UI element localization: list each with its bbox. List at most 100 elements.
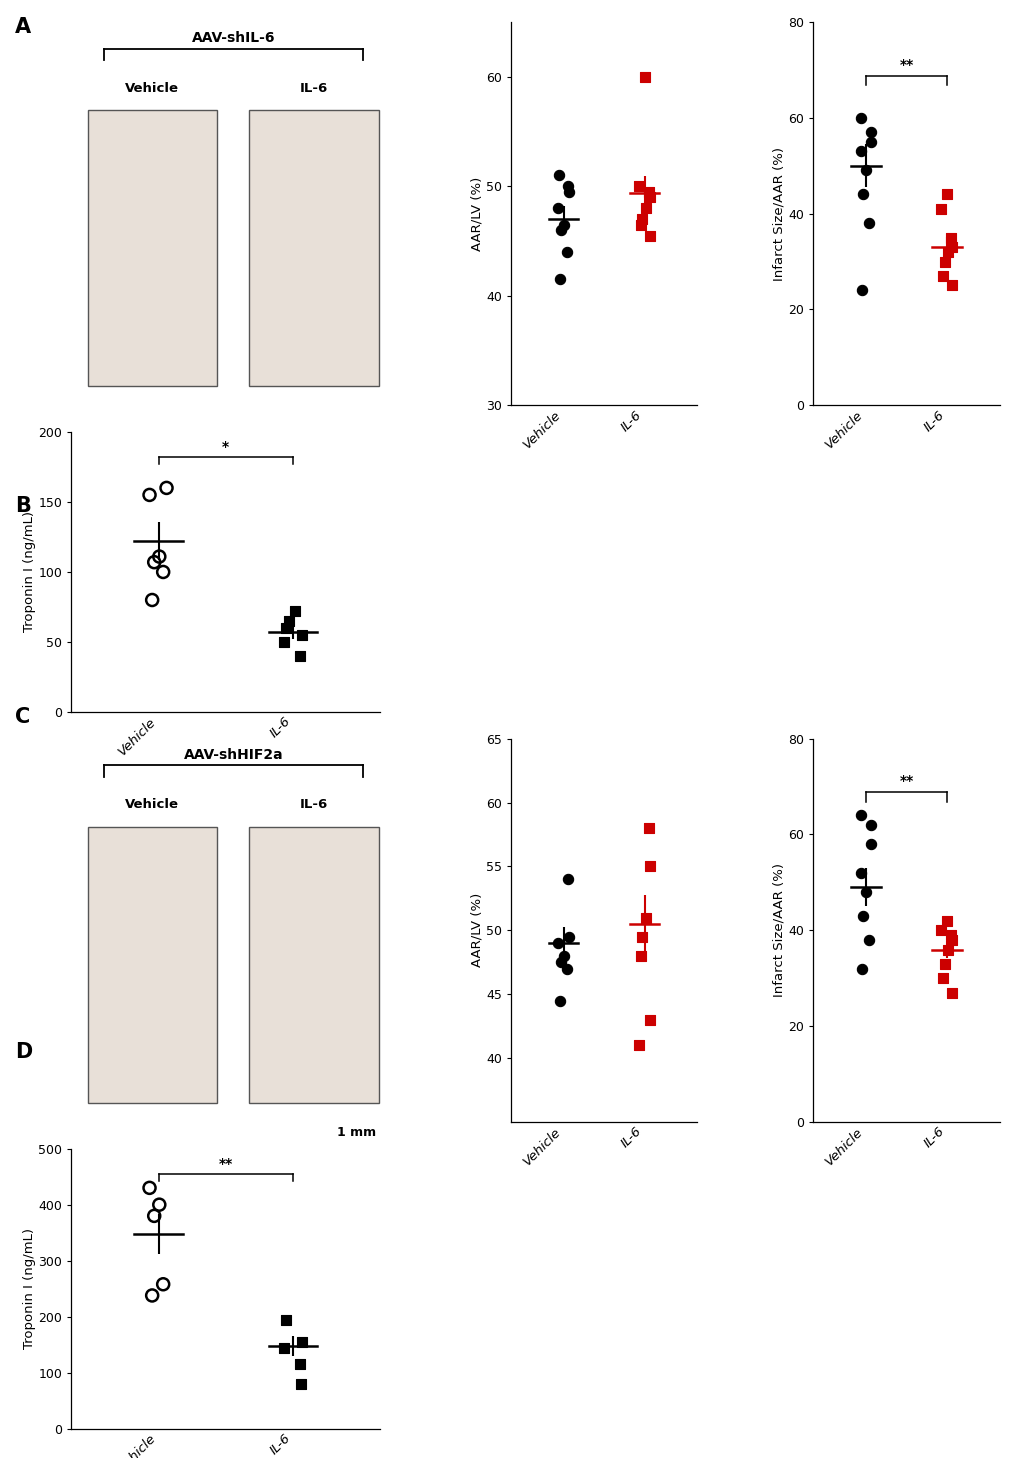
Point bbox=[146, 551, 162, 574]
Point bbox=[144, 589, 160, 612]
Bar bbox=[250, 827, 379, 1102]
Text: IL-6: IL-6 bbox=[300, 82, 328, 95]
Point bbox=[146, 1204, 162, 1228]
Point bbox=[142, 483, 158, 506]
Point bbox=[292, 1353, 309, 1376]
Point bbox=[151, 545, 167, 569]
Point bbox=[286, 599, 303, 623]
Point bbox=[860, 929, 876, 952]
Point bbox=[549, 197, 566, 220]
Point bbox=[144, 1284, 160, 1308]
Point bbox=[938, 910, 955, 933]
Point bbox=[559, 175, 576, 198]
Point bbox=[280, 609, 297, 633]
Point bbox=[853, 278, 869, 302]
Point bbox=[142, 1177, 158, 1200]
Point bbox=[932, 919, 949, 942]
Text: AAV-shIL-6: AAV-shIL-6 bbox=[192, 31, 275, 45]
Point bbox=[933, 967, 950, 990]
Point bbox=[551, 268, 568, 292]
Point bbox=[151, 1193, 167, 1216]
Point bbox=[938, 182, 955, 206]
Point bbox=[640, 179, 656, 203]
Point bbox=[852, 803, 868, 827]
Point bbox=[857, 159, 873, 182]
Text: Vehicle: Vehicle bbox=[125, 82, 179, 95]
Bar bbox=[88, 109, 217, 386]
Point bbox=[943, 274, 959, 297]
Point bbox=[158, 477, 174, 500]
Point bbox=[551, 989, 568, 1012]
Y-axis label: Infarct Size/AAR (%): Infarct Size/AAR (%) bbox=[771, 863, 785, 997]
Point bbox=[637, 905, 653, 929]
Point bbox=[940, 241, 956, 264]
Point bbox=[632, 945, 648, 968]
Point bbox=[641, 854, 657, 878]
Point bbox=[862, 130, 878, 153]
Point bbox=[853, 956, 869, 980]
Point bbox=[293, 624, 310, 647]
Point bbox=[854, 182, 870, 206]
Point bbox=[549, 932, 566, 955]
Point bbox=[862, 833, 878, 856]
Point bbox=[293, 1330, 310, 1353]
Point bbox=[552, 951, 569, 974]
Point bbox=[857, 881, 873, 904]
Point bbox=[277, 1308, 293, 1331]
Text: **: ** bbox=[899, 58, 913, 71]
Point bbox=[943, 981, 959, 1005]
Point bbox=[155, 560, 171, 583]
Point bbox=[557, 956, 574, 980]
Point bbox=[860, 211, 876, 235]
Point bbox=[852, 862, 868, 885]
Point bbox=[935, 249, 952, 273]
Y-axis label: Troponin I (ng/mL): Troponin I (ng/mL) bbox=[22, 1228, 36, 1349]
Point bbox=[634, 207, 650, 230]
Text: C: C bbox=[15, 707, 31, 728]
Point bbox=[852, 140, 868, 163]
Bar bbox=[88, 827, 217, 1102]
Point bbox=[637, 197, 653, 220]
Point bbox=[933, 264, 950, 287]
Point bbox=[942, 226, 958, 249]
Text: Vehicle: Vehicle bbox=[125, 799, 179, 812]
Point bbox=[940, 937, 956, 961]
Point bbox=[292, 644, 309, 668]
Text: B: B bbox=[15, 496, 32, 516]
Text: IL-6: IL-6 bbox=[300, 799, 328, 812]
Point bbox=[277, 617, 293, 640]
Point bbox=[155, 1273, 171, 1296]
Point bbox=[932, 197, 949, 220]
Bar bbox=[250, 109, 379, 386]
Point bbox=[935, 952, 952, 975]
Point bbox=[550, 163, 567, 187]
Point bbox=[632, 213, 648, 236]
Text: 1 mm: 1 mm bbox=[336, 1126, 375, 1139]
Y-axis label: AAR/LV (%): AAR/LV (%) bbox=[470, 176, 483, 251]
Point bbox=[942, 923, 958, 946]
Point bbox=[276, 630, 292, 653]
Point bbox=[634, 924, 650, 948]
Y-axis label: AAR/LV (%): AAR/LV (%) bbox=[470, 894, 483, 968]
Point bbox=[862, 814, 878, 837]
Y-axis label: Troponin I (ng/mL): Troponin I (ng/mL) bbox=[22, 512, 36, 633]
Point bbox=[631, 175, 647, 198]
Point bbox=[862, 121, 878, 144]
Point bbox=[943, 929, 959, 952]
Point bbox=[641, 225, 657, 248]
Text: A: A bbox=[15, 17, 32, 38]
Point bbox=[559, 868, 576, 891]
Text: *: * bbox=[222, 440, 229, 455]
Point bbox=[555, 213, 572, 236]
Text: **: ** bbox=[218, 1158, 232, 1171]
Point bbox=[559, 924, 576, 948]
Text: AAV-shHIF2a: AAV-shHIF2a bbox=[183, 748, 283, 761]
Point bbox=[292, 1372, 309, 1395]
Point bbox=[641, 1007, 657, 1031]
Point bbox=[555, 945, 572, 968]
Point bbox=[276, 1336, 292, 1359]
Point bbox=[557, 241, 574, 264]
Point bbox=[636, 66, 652, 89]
Point bbox=[854, 904, 870, 927]
Y-axis label: Infarct Size/AAR (%): Infarct Size/AAR (%) bbox=[771, 147, 785, 280]
